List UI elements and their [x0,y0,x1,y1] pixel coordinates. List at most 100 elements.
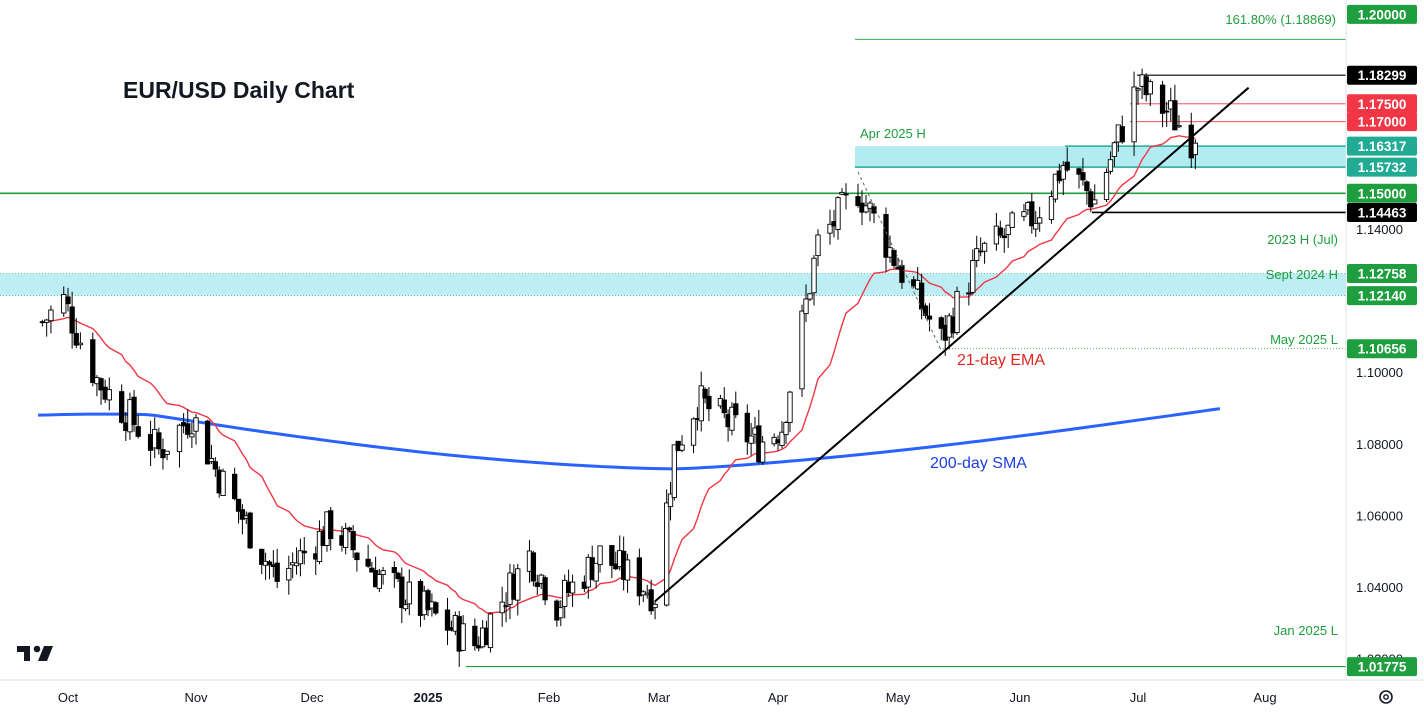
candle[interactable] [679,435,685,453]
candle[interactable] [503,592,509,623]
candle[interactable] [274,548,280,589]
candle[interactable] [208,444,215,464]
candle[interactable] [1001,228,1007,253]
candle[interactable] [974,235,980,268]
candle[interactable] [212,457,218,477]
candle[interactable] [297,538,304,577]
candle[interactable] [135,414,141,439]
candle[interactable] [1009,210,1015,228]
candle[interactable] [259,548,265,575]
candle[interactable] [721,387,727,419]
candle[interactable] [1037,206,1043,232]
candle[interactable] [1192,139,1199,170]
candle[interactable] [783,420,789,445]
candle[interactable] [515,563,521,616]
candle[interactable] [286,555,292,595]
candle[interactable] [220,468,226,496]
candle[interactable] [609,545,615,579]
candle[interactable] [433,601,439,616]
candle[interactable] [690,417,697,454]
candle[interactable] [487,612,494,653]
candle[interactable] [48,305,54,334]
candle[interactable] [189,422,195,449]
candle[interactable] [534,574,540,596]
candle[interactable] [569,574,576,607]
candle[interactable] [425,588,431,617]
candle[interactable] [702,387,708,404]
candle[interactable] [1111,141,1118,167]
candle[interactable] [807,292,813,302]
candle[interactable] [815,229,821,267]
candle[interactable] [922,303,929,319]
candle[interactable] [811,255,817,306]
candle[interactable] [970,249,976,295]
candle[interactable] [176,423,183,468]
candle[interactable] [402,599,409,612]
candle[interactable] [354,552,360,572]
candle[interactable] [65,287,71,312]
candle[interactable] [1033,211,1039,238]
candle[interactable] [1176,115,1182,129]
candle[interactable] [1119,115,1125,144]
candle[interactable] [1048,190,1055,224]
candle[interactable] [648,579,654,615]
candle[interactable] [293,547,300,575]
candle[interactable] [1021,204,1027,222]
candle[interactable] [1092,184,1098,205]
candle[interactable] [954,286,960,335]
candle[interactable] [938,316,944,341]
candle[interactable] [855,183,861,208]
candle[interactable] [1088,188,1094,213]
candle[interactable] [997,220,1003,239]
candle[interactable] [247,511,253,549]
candle[interactable] [593,562,599,589]
candle[interactable] [44,318,50,337]
candle[interactable] [119,384,125,424]
candle[interactable] [667,481,674,521]
candle[interactable] [787,390,793,433]
candle[interactable] [406,569,412,616]
candle[interactable] [1107,151,1114,175]
candle[interactable] [835,196,841,240]
candle[interactable] [706,386,712,422]
candle[interactable] [1188,112,1194,169]
candle[interactable] [472,618,478,651]
candle[interactable] [1172,84,1178,131]
candle[interactable] [1060,161,1066,196]
candle[interactable] [266,559,273,580]
candle[interactable] [558,600,564,627]
candle[interactable] [867,200,873,222]
candle[interactable] [597,545,603,573]
candle[interactable] [733,391,739,419]
candle[interactable] [98,377,104,405]
candle[interactable] [748,422,754,456]
candle[interactable] [235,498,242,524]
candle[interactable] [1147,79,1153,107]
candle[interactable] [1135,87,1141,105]
candle[interactable] [1159,80,1166,128]
candle[interactable] [883,207,889,272]
candle[interactable] [636,548,643,606]
candle[interactable] [671,444,678,501]
candle[interactable] [391,561,397,588]
candle[interactable] [744,404,750,455]
candle[interactable] [729,402,735,436]
candle[interactable] [1084,180,1090,205]
candle[interactable] [156,427,162,455]
candle[interactable] [542,575,548,606]
candle[interactable] [1052,173,1059,203]
candle[interactable] [863,194,869,214]
candle[interactable] [562,574,568,619]
candle[interactable] [395,571,401,583]
candle[interactable] [698,371,704,432]
candle[interactable] [1064,147,1070,172]
candle[interactable] [926,303,933,332]
candle[interactable] [328,506,334,551]
candle[interactable] [1131,71,1137,157]
candle[interactable] [131,389,137,432]
candle[interactable] [164,450,170,461]
candle[interactable] [1076,167,1082,189]
candle[interactable] [1103,168,1110,202]
candle[interactable] [232,467,238,501]
candle[interactable] [664,489,670,607]
